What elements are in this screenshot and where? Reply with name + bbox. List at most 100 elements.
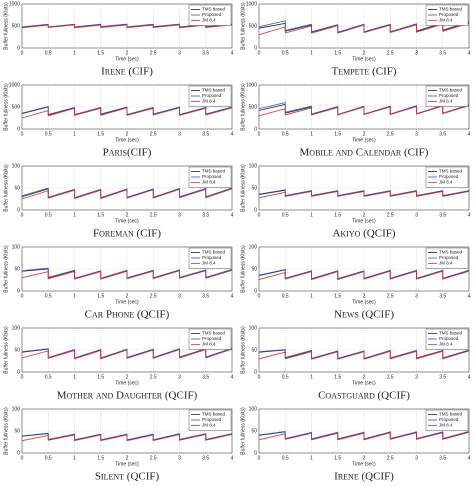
- y-tick-label: 500: [249, 104, 258, 110]
- x-tick-label: 1: [310, 212, 313, 218]
- legend-label: Proposed: [202, 417, 222, 422]
- legend-label: TMS based: [439, 7, 463, 12]
- series-line: [258, 270, 470, 281]
- x-tick-label: 2: [363, 374, 366, 380]
- y-axis-label: Buffer fullness (Kbits): [240, 245, 246, 293]
- y-tick-label: 1000: [9, 82, 20, 88]
- y-tick-label: 50: [251, 185, 257, 191]
- x-tick-label: 0: [258, 455, 261, 461]
- chart-title: Coastguard (QCIF): [318, 390, 410, 402]
- x-tick-label: 2: [363, 212, 366, 218]
- x-tick-label: 1.5: [97, 212, 104, 218]
- x-tick-label: 3: [178, 293, 181, 299]
- legend-label: TMS based: [202, 250, 226, 255]
- x-tick-label: 3: [178, 374, 181, 380]
- chart-title: Foreman (CIF): [93, 228, 161, 240]
- y-axis-label: Buffer fullness (Kbits): [3, 326, 9, 374]
- x-tick-label: 3.5: [202, 293, 209, 299]
- legend-label: JM 8.4: [202, 261, 216, 266]
- x-tick-label: 1: [73, 212, 76, 218]
- legend-label: JM 8.4: [202, 423, 216, 428]
- x-tick-label: 0.5: [282, 374, 289, 380]
- x-tick-label: 2.5: [150, 212, 157, 218]
- x-axis-label: Time (sec): [115, 380, 139, 386]
- x-tick-label: 2.5: [387, 455, 394, 461]
- x-tick-label: 1.5: [97, 374, 104, 380]
- x-tick-label: 4: [468, 293, 471, 299]
- series-line: [258, 350, 470, 360]
- chart-title: Akiyo (QCIF): [332, 228, 395, 240]
- x-tick-label: 3: [178, 212, 181, 218]
- chart-title: Paris(CIF): [103, 147, 152, 159]
- y-tick-label: 100: [249, 406, 258, 412]
- x-tick-label: 3.5: [439, 293, 446, 299]
- legend-label: Proposed: [439, 417, 459, 422]
- x-tick-label: 3.5: [439, 374, 446, 380]
- x-tick-label: 0: [258, 131, 261, 137]
- x-tick-label: 2.5: [387, 50, 394, 56]
- legend-label: TMS based: [439, 412, 463, 417]
- x-tick-label: 4: [468, 131, 471, 137]
- x-tick-label: 1.5: [97, 455, 104, 461]
- legend-label: Proposed: [439, 255, 459, 260]
- x-tick-label: 1.5: [334, 50, 341, 56]
- x-tick-label: 1.5: [97, 50, 104, 56]
- x-tick-label: 3: [415, 50, 418, 56]
- x-tick-label: 0.5: [45, 131, 52, 137]
- x-tick-label: 1: [73, 374, 76, 380]
- x-axis-label: Time (sec): [352, 380, 376, 386]
- x-tick-label: 0.5: [282, 293, 289, 299]
- x-tick-label: 3: [178, 455, 181, 461]
- legend-label: TMS based: [202, 412, 226, 417]
- x-tick-label: 3.5: [439, 212, 446, 218]
- x-tick-label: 1: [310, 293, 313, 299]
- x-tick-label: 2.5: [150, 131, 157, 137]
- legend-label: JM 8.4: [202, 99, 216, 104]
- x-tick-label: 0: [21, 374, 24, 380]
- x-tick-label: 1: [310, 131, 313, 137]
- x-tick-label: 2.5: [387, 374, 394, 380]
- x-tick-label: 4: [231, 212, 234, 218]
- series-line: [21, 269, 233, 280]
- y-tick-label: 0: [254, 207, 257, 213]
- y-tick-label: 100: [12, 406, 21, 412]
- x-tick-label: 0.5: [282, 455, 289, 461]
- x-tick-label: 4: [468, 50, 471, 56]
- y-axis-label: Buffer fullness (Kbits): [3, 2, 9, 50]
- legend-label: Proposed: [202, 336, 222, 341]
- x-tick-label: 2: [363, 131, 366, 137]
- x-tick-label: 3.5: [439, 50, 446, 56]
- y-tick-label: 0: [254, 369, 257, 375]
- x-tick-label: 3: [178, 50, 181, 56]
- x-tick-label: 2: [126, 455, 129, 461]
- y-tick-label: 100: [249, 244, 258, 250]
- y-tick-label: 500: [12, 104, 21, 110]
- x-tick-label: 3.5: [202, 455, 209, 461]
- series-line: [258, 191, 470, 199]
- legend-label: TMS based: [202, 331, 226, 336]
- x-tick-label: 3.5: [202, 212, 209, 218]
- y-tick-label: 0: [254, 45, 257, 51]
- legend-label: Proposed: [202, 255, 222, 260]
- chart-title: Tempete (CIF): [331, 66, 396, 78]
- x-tick-label: 0.5: [45, 374, 52, 380]
- x-tick-label: 0: [21, 455, 24, 461]
- y-tick-label: 100: [249, 325, 258, 331]
- x-tick-label: 1: [310, 455, 313, 461]
- x-tick-label: 3.5: [202, 374, 209, 380]
- y-axis-label: Buffer fullness (Kbits): [3, 164, 9, 212]
- y-tick-label: 100: [12, 163, 21, 169]
- y-tick-label: 50: [14, 185, 20, 191]
- legend-label: Proposed: [202, 174, 222, 179]
- chart-title: Mother and Daughter (QCIF): [57, 390, 198, 402]
- x-tick-label: 0.5: [282, 131, 289, 137]
- chart-title: Irene (QCIF): [334, 471, 394, 483]
- y-axis-label: Buffer fullness (Kbits): [240, 164, 246, 212]
- x-tick-label: 3.5: [202, 131, 209, 137]
- y-tick-label: 0: [17, 45, 20, 51]
- x-tick-label: 1.5: [334, 212, 341, 218]
- x-tick-label: 1: [73, 455, 76, 461]
- x-tick-label: 0: [258, 293, 261, 299]
- y-axis-label: Buffer fullness (Kbits): [3, 407, 9, 455]
- series-line: [21, 348, 233, 360]
